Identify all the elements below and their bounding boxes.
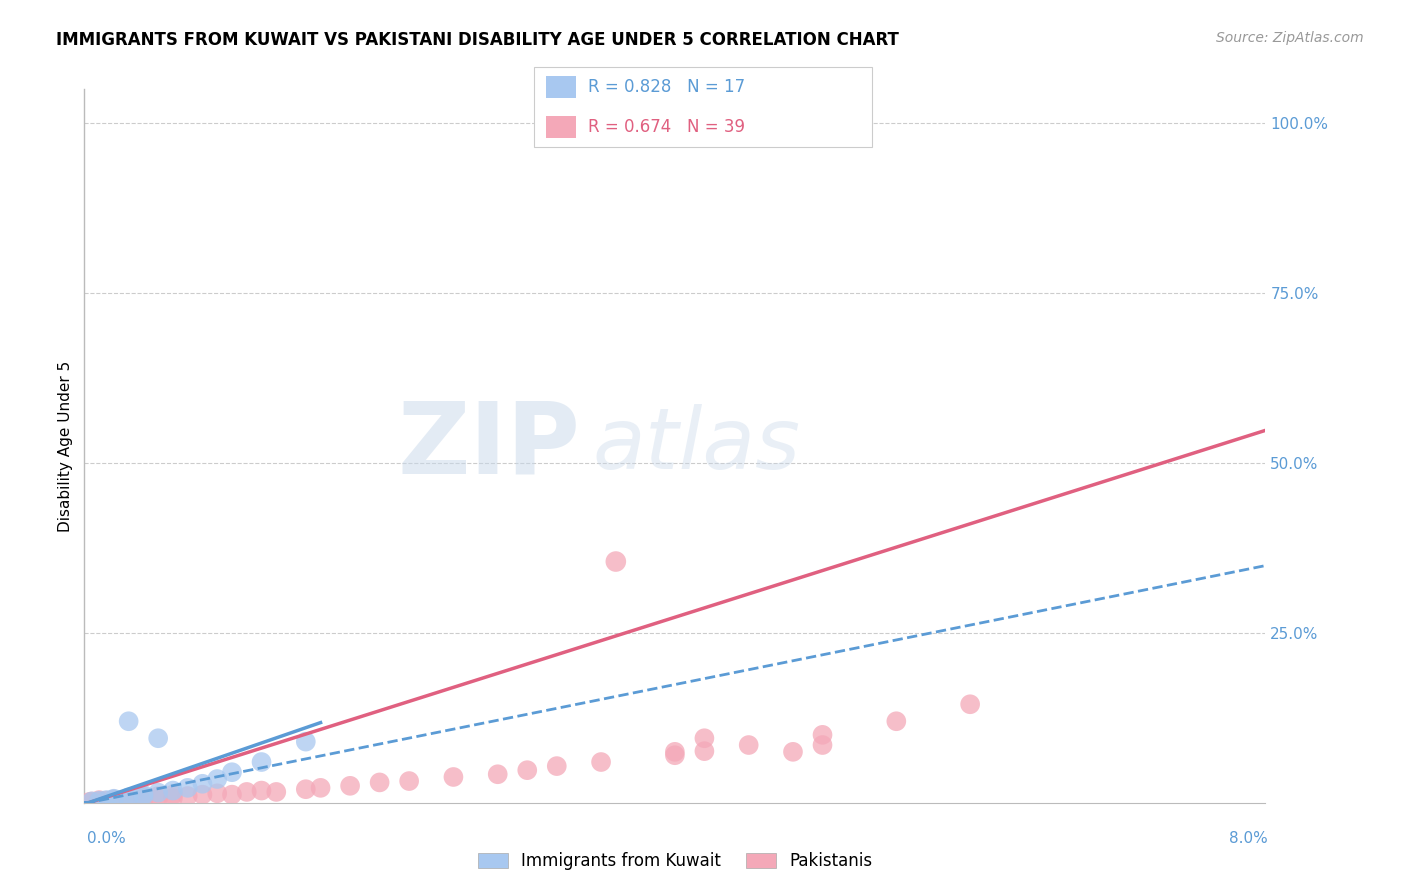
Point <box>77 795 100 809</box>
Point <box>162 791 184 805</box>
Point <box>132 790 155 805</box>
Text: R = 0.828   N = 17: R = 0.828 N = 17 <box>588 78 745 96</box>
Point <box>191 788 214 802</box>
Text: ZIP: ZIP <box>398 398 581 494</box>
Point <box>103 791 125 805</box>
Point <box>118 714 141 729</box>
Point <box>250 783 273 797</box>
Point <box>664 745 686 759</box>
Point <box>148 786 170 800</box>
Point <box>443 770 465 784</box>
Point <box>516 763 538 777</box>
Point <box>339 779 361 793</box>
Point <box>87 793 111 807</box>
Point <box>605 555 627 569</box>
Text: atlas: atlas <box>592 404 800 488</box>
Point <box>575 120 598 134</box>
Point <box>148 791 170 805</box>
Point <box>87 794 111 808</box>
Point <box>959 698 981 712</box>
Point <box>693 731 716 746</box>
Point <box>148 731 170 746</box>
Point <box>295 734 318 748</box>
Y-axis label: Disability Age Under 5: Disability Age Under 5 <box>58 360 73 532</box>
Point <box>368 775 391 789</box>
Point <box>80 794 103 808</box>
Point <box>80 794 103 808</box>
Text: R = 0.674   N = 39: R = 0.674 N = 39 <box>588 118 745 136</box>
Text: IMMIGRANTS FROM KUWAIT VS PAKISTANI DISABILITY AGE UNDER 5 CORRELATION CHART: IMMIGRANTS FROM KUWAIT VS PAKISTANI DISA… <box>56 31 898 49</box>
Point <box>96 794 118 808</box>
Point <box>177 780 200 795</box>
Point <box>221 788 243 802</box>
Point <box>118 791 141 805</box>
Point <box>250 755 273 769</box>
Point <box>782 745 804 759</box>
Point <box>205 772 228 786</box>
Point <box>132 788 155 802</box>
Point <box>811 728 834 742</box>
Point <box>264 785 288 799</box>
Point <box>235 785 259 799</box>
Point <box>177 789 200 803</box>
Point <box>221 765 243 780</box>
Point <box>191 777 214 791</box>
Point <box>132 789 155 803</box>
Legend: Immigrants from Kuwait, Pakistanis: Immigrants from Kuwait, Pakistanis <box>471 846 879 877</box>
Point <box>295 782 318 797</box>
Point <box>693 744 716 758</box>
Point <box>87 794 111 808</box>
Point <box>96 793 118 807</box>
Point <box>103 792 125 806</box>
Point <box>103 794 125 808</box>
Point <box>664 748 686 763</box>
Point <box>546 759 568 773</box>
Point <box>886 714 908 729</box>
Point <box>811 738 834 752</box>
Point <box>118 793 141 807</box>
Point <box>162 788 184 802</box>
Point <box>103 792 125 806</box>
Point <box>486 767 509 781</box>
Text: 8.0%: 8.0% <box>1229 831 1268 846</box>
Point <box>398 774 420 789</box>
Text: 0.0%: 0.0% <box>87 831 127 846</box>
Point <box>118 791 141 805</box>
Point <box>132 793 155 807</box>
Point <box>591 755 613 769</box>
Point <box>132 791 155 805</box>
Point <box>162 783 184 797</box>
Point <box>118 790 141 805</box>
Point <box>309 780 332 795</box>
Point <box>205 786 228 800</box>
Point <box>148 789 170 803</box>
Point <box>737 738 759 752</box>
Text: Source: ZipAtlas.com: Source: ZipAtlas.com <box>1216 31 1364 45</box>
